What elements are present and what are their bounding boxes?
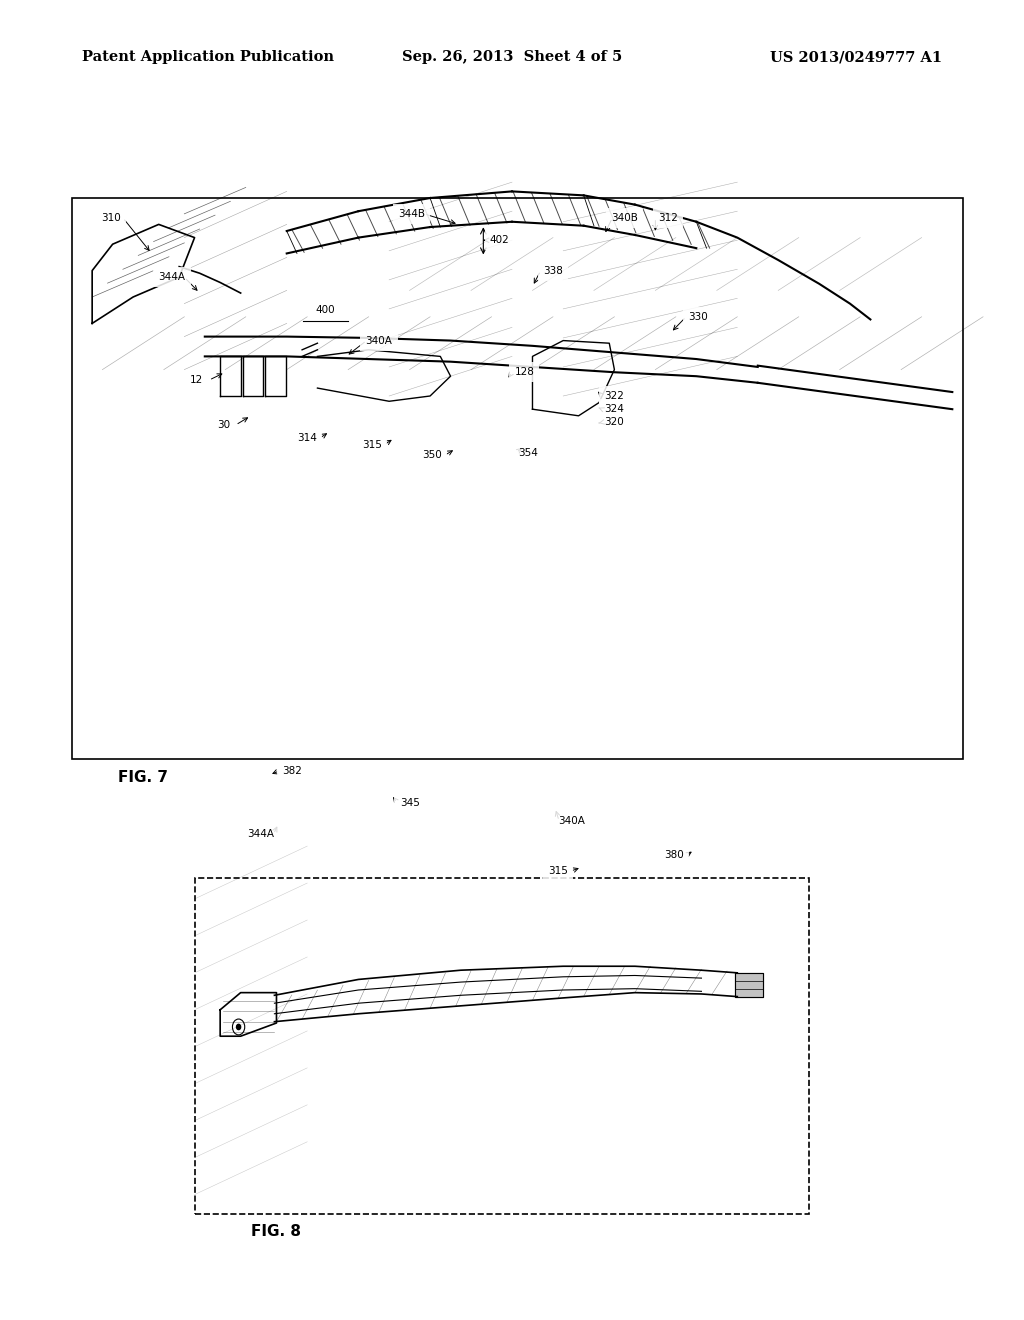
Text: 30: 30 (217, 420, 229, 430)
Text: 340B: 340B (611, 213, 638, 223)
Text: 344A: 344A (248, 829, 274, 840)
Text: US 2013/0249777 A1: US 2013/0249777 A1 (770, 50, 942, 65)
Text: 400: 400 (315, 305, 336, 315)
Text: 310: 310 (100, 213, 121, 223)
Text: 340A: 340A (366, 335, 392, 346)
Text: 324: 324 (604, 404, 625, 414)
Text: 314: 314 (297, 433, 317, 444)
Text: 315: 315 (548, 866, 568, 876)
Text: FIG. 7: FIG. 7 (118, 770, 168, 784)
Text: 330: 330 (688, 312, 709, 322)
Text: 344A: 344A (159, 272, 185, 282)
Text: 345: 345 (399, 797, 420, 808)
Text: Patent Application Publication: Patent Application Publication (82, 50, 334, 65)
Text: 354: 354 (518, 447, 539, 458)
Polygon shape (735, 973, 763, 997)
Text: 12: 12 (190, 375, 203, 385)
Text: Sep. 26, 2013  Sheet 4 of 5: Sep. 26, 2013 Sheet 4 of 5 (401, 50, 623, 65)
Text: 338: 338 (543, 265, 563, 276)
Text: 322: 322 (604, 391, 625, 401)
Circle shape (237, 1024, 241, 1030)
Text: 344B: 344B (398, 209, 425, 219)
Text: 312: 312 (657, 213, 678, 223)
Text: 315: 315 (361, 440, 382, 450)
Text: 402: 402 (489, 235, 510, 246)
Text: 320: 320 (604, 417, 625, 428)
Text: 350: 350 (422, 450, 442, 461)
Text: 380: 380 (664, 850, 684, 861)
Text: 128: 128 (514, 367, 535, 378)
Text: 340A: 340A (558, 816, 585, 826)
Text: FIG. 8: FIG. 8 (251, 1224, 301, 1238)
Text: 382: 382 (282, 766, 302, 776)
Bar (72, 198, 963, 759)
Bar (195, 878, 809, 1214)
